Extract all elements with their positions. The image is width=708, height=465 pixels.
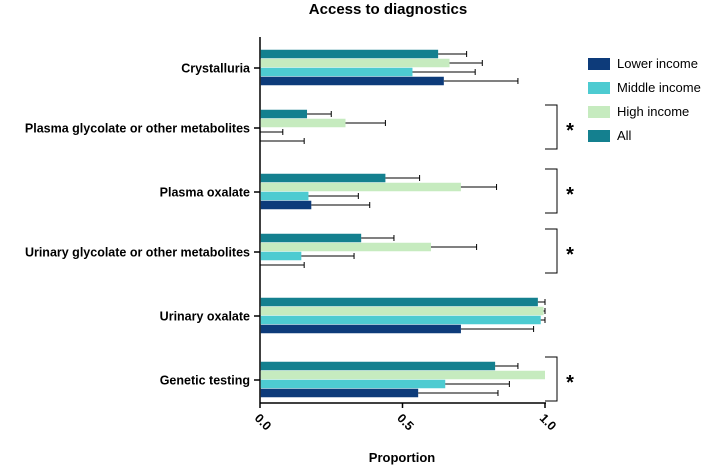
- x-axis-title: Proportion: [369, 450, 435, 465]
- bar: [260, 306, 544, 316]
- bar: [260, 242, 431, 252]
- bar: [260, 361, 496, 371]
- significance-bracket: [545, 104, 558, 150]
- bar: [260, 388, 419, 398]
- bar: [260, 173, 386, 183]
- legend-swatch: [588, 130, 610, 142]
- plot-area: 0.0 0.5 1.0 Crystalluria Plasma glycolate or…: [25, 37, 574, 433]
- bar: [260, 49, 439, 59]
- x-tick-label: 0.5: [394, 411, 416, 433]
- significance-bracket: [545, 228, 558, 274]
- bar: [260, 379, 446, 389]
- category-label: Plasma oxalate: [160, 186, 250, 200]
- bar: [260, 370, 545, 380]
- category-label: Urinary oxalate: [160, 310, 250, 324]
- bar: [260, 58, 450, 68]
- bar: [260, 109, 308, 119]
- legend-label: Middle income: [617, 80, 701, 95]
- significance-marker: *: [566, 184, 574, 206]
- significance-marker: *: [566, 244, 574, 266]
- significance-marker: *: [566, 372, 574, 394]
- bar: [260, 297, 538, 307]
- bar: [260, 315, 541, 325]
- bar: [260, 200, 312, 210]
- bar: [260, 182, 461, 192]
- legend-swatch: [588, 106, 610, 118]
- bar: [260, 233, 362, 243]
- bar: [260, 76, 444, 86]
- bar: [260, 324, 461, 334]
- x-tick-label: 0.0: [252, 411, 274, 433]
- category-label: Urinary glycolate or other metabolites: [25, 246, 250, 260]
- legend-swatch: [588, 82, 610, 94]
- bar: [260, 118, 346, 128]
- chart-title: Access to diagnostics: [309, 1, 467, 18]
- legend: Lower income Middle income High income All: [588, 56, 701, 143]
- legend-swatch: [588, 58, 610, 70]
- category-label: Crystalluria: [181, 62, 251, 76]
- significance-bracket: [545, 168, 558, 214]
- category-label: Genetic testing: [160, 374, 250, 388]
- legend-label: All: [617, 128, 632, 143]
- bar: [260, 67, 413, 77]
- legend-label: High income: [617, 104, 689, 119]
- bar: [260, 251, 302, 261]
- category-label: Plasma glycolate or other metabolites: [25, 122, 250, 136]
- significance-marker: *: [566, 120, 574, 142]
- significance-bracket: [545, 356, 558, 402]
- x-tick-label: 1.0: [537, 411, 559, 433]
- legend-label: Lower income: [617, 56, 698, 71]
- bar: [260, 191, 309, 201]
